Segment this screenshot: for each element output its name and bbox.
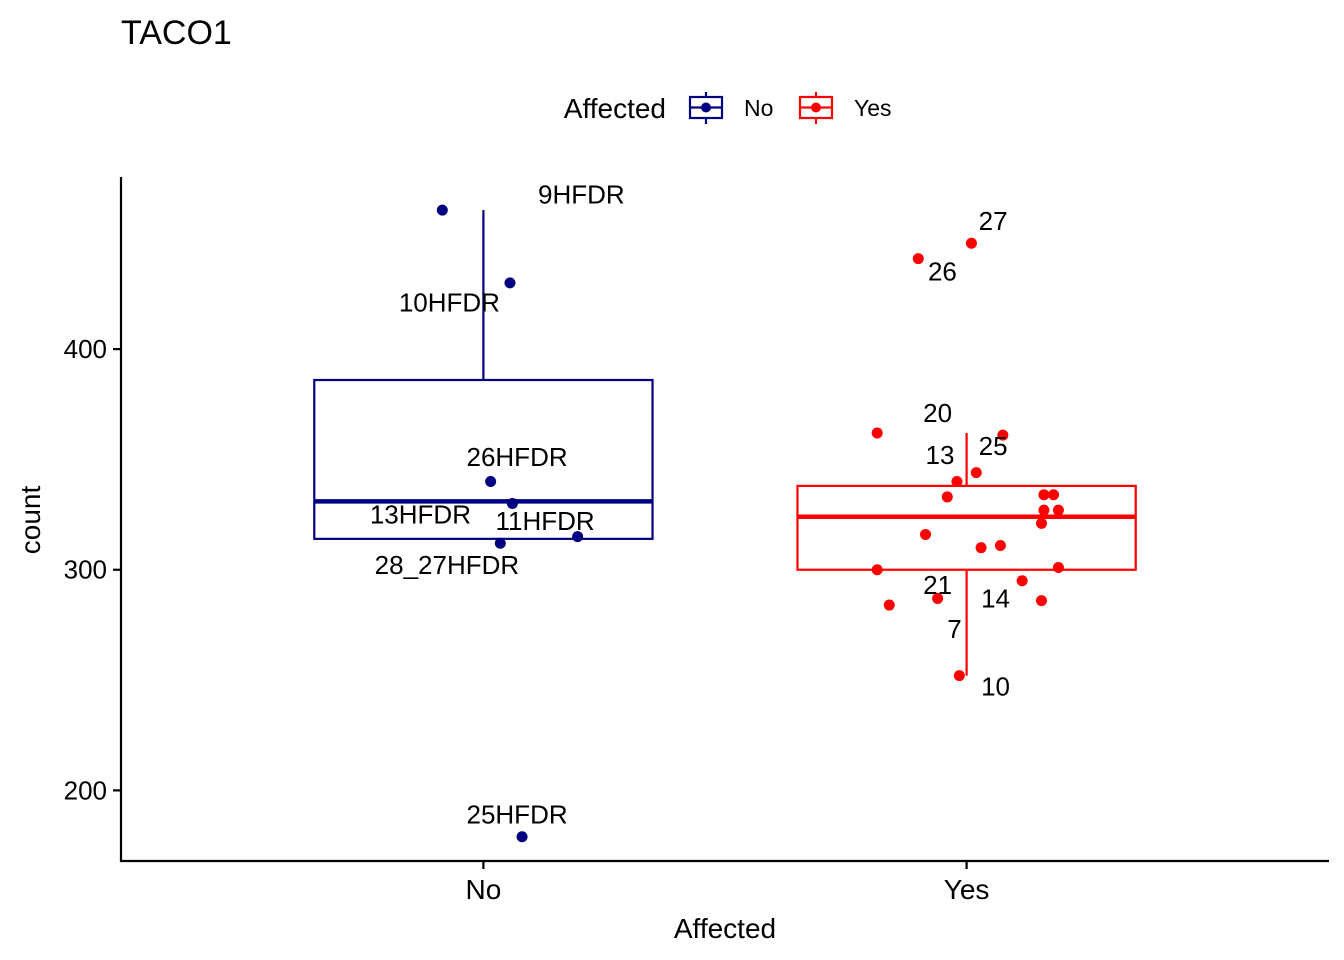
data-point-yes-25 bbox=[1035, 595, 1047, 607]
data-point-yes-17 bbox=[920, 528, 932, 540]
x-tick-label-no: No bbox=[466, 874, 502, 905]
legend-label-yes: Yes bbox=[854, 95, 892, 121]
data-point-yes-18 bbox=[975, 542, 987, 554]
data-point-yes-13 bbox=[1048, 489, 1060, 501]
data-point-no-2 bbox=[485, 475, 497, 487]
data-point-no-4 bbox=[494, 537, 506, 549]
point-label-20: 20 bbox=[923, 398, 952, 428]
data-point-yes-24 bbox=[883, 599, 895, 611]
data-point-yes-7 bbox=[871, 427, 883, 439]
point-label-10: 10 bbox=[981, 672, 1010, 702]
legend-title: Affected bbox=[564, 93, 666, 124]
data-point-no-5 bbox=[572, 531, 584, 543]
point-label-21: 21 bbox=[923, 570, 952, 600]
point-label-27: 27 bbox=[979, 206, 1008, 236]
data-point-yes-22 bbox=[1016, 575, 1028, 587]
point-label-9hfdr: 9HFDR bbox=[538, 179, 625, 209]
data-point-yes-20 bbox=[871, 564, 883, 576]
data-point-yes-8 bbox=[997, 429, 1009, 441]
point-label-26hfdr: 26HFDR bbox=[466, 442, 567, 472]
data-point-yes-28 bbox=[965, 237, 977, 249]
data-point-yes-10 bbox=[951, 475, 963, 487]
legend-key-no bbox=[688, 92, 724, 124]
data-point-yes-14 bbox=[1038, 504, 1050, 516]
y-tick-label-200: 200 bbox=[64, 775, 107, 805]
point-label-10hfdr: 10HFDR bbox=[399, 288, 500, 318]
point-label-13hfdr: 13HFDR bbox=[370, 499, 471, 529]
data-point-yes-19 bbox=[994, 539, 1006, 551]
boxes-layer bbox=[313, 210, 1137, 676]
point-label-25: 25 bbox=[979, 431, 1008, 461]
x-axis-title: Affected bbox=[674, 913, 776, 944]
data-point-no-0 bbox=[436, 204, 448, 216]
data-point-no-3 bbox=[506, 498, 518, 510]
legend-label-no: No bbox=[744, 95, 773, 121]
data-point-yes-12 bbox=[1038, 489, 1050, 501]
data-point-yes-15 bbox=[1052, 504, 1064, 516]
point-labels-layer: 9HFDR 10HFDR 26HFDR 13HFDR 11HFDR 28_27HFDR 25… bbox=[370, 179, 1010, 829]
chart-title: TACO1 bbox=[121, 14, 232, 52]
point-label-7: 7 bbox=[947, 614, 961, 644]
data-point-yes-23 bbox=[932, 592, 944, 604]
x-tick-label-yes: Yes bbox=[944, 874, 990, 905]
point-label-28-27hfdr: 28_27HFDR bbox=[375, 550, 520, 580]
x-ticks: No Yes bbox=[466, 861, 990, 905]
data-point-yes-16 bbox=[1035, 517, 1047, 529]
y-axis-title: count bbox=[15, 486, 46, 555]
box-no bbox=[313, 378, 654, 540]
box-yes bbox=[796, 484, 1137, 571]
y-ticks: 200 300 400 bbox=[64, 334, 121, 805]
data-point-yes-11 bbox=[941, 491, 953, 503]
data-point-yes-9 bbox=[970, 467, 982, 479]
point-label-25hfdr: 25HFDR bbox=[466, 799, 567, 829]
data-point-yes-21 bbox=[1052, 562, 1064, 574]
data-point-yes-26 bbox=[953, 670, 965, 682]
legend: Affected No Yes bbox=[564, 92, 892, 124]
point-label-11hfdr: 11HFDR bbox=[495, 506, 594, 536]
point-label-26: 26 bbox=[928, 257, 957, 287]
point-label-14: 14 bbox=[981, 583, 1010, 613]
data-point-yes-27 bbox=[912, 253, 924, 265]
point-label-13: 13 bbox=[926, 440, 955, 470]
legend-key-yes bbox=[798, 92, 834, 124]
data-point-no-6 bbox=[516, 831, 528, 843]
points-layer bbox=[436, 204, 1064, 843]
y-tick-label-300: 300 bbox=[64, 555, 107, 585]
y-tick-label-400: 400 bbox=[64, 334, 107, 364]
data-point-no-1 bbox=[504, 277, 516, 289]
